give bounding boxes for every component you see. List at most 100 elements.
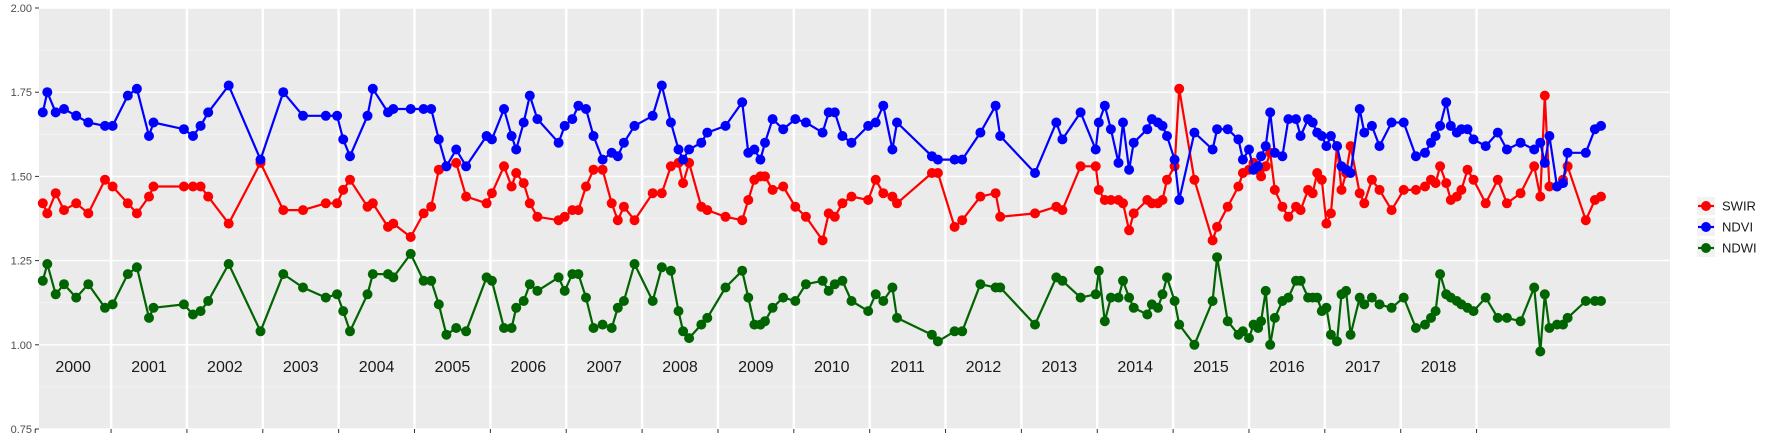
data-point-ndwi — [255, 326, 266, 337]
data-point-swir — [1295, 205, 1306, 216]
data-point-ndvi — [870, 117, 881, 128]
data-point-ndwi — [1596, 296, 1606, 306]
data-point-ndwi — [949, 326, 960, 337]
data-point-ndvi — [749, 144, 760, 155]
data-point-swir — [524, 198, 535, 209]
data-point-swir — [388, 218, 399, 229]
data-point-ndwi — [451, 323, 462, 333]
data-point-ndvi — [367, 83, 378, 94]
data-point-swir — [50, 188, 61, 199]
legend-label-ndvi: NDVI — [1722, 220, 1753, 235]
data-point-ndwi — [278, 269, 289, 280]
data-point-swir — [1256, 171, 1267, 182]
data-point-swir — [1596, 191, 1606, 202]
data-point-swir — [71, 198, 82, 209]
data-point-swir — [837, 198, 848, 209]
data-point-ndvi — [195, 120, 206, 131]
data-point-ndwi — [612, 302, 623, 313]
data-point-swir — [1410, 184, 1421, 195]
data-point-swir — [148, 181, 159, 192]
year-label: 2000 — [55, 359, 91, 376]
data-point-swir — [846, 191, 857, 202]
data-point-ndwi — [1189, 339, 1200, 350]
data-point-ndwi — [1093, 265, 1104, 276]
data-point-ndvi — [1539, 157, 1550, 168]
data-point-swir — [332, 198, 343, 209]
data-point-swir — [338, 184, 349, 195]
data-point-swir — [737, 215, 748, 226]
series-ndvi — [37, 80, 1606, 205]
data-point-ndwi — [1142, 309, 1153, 320]
data-point-ndwi — [606, 323, 617, 333]
data-point-ndvi — [790, 114, 801, 125]
data-point-ndwi — [829, 279, 840, 290]
data-point-ndwi — [511, 302, 522, 313]
data-point-ndwi — [1075, 292, 1086, 303]
data-point-ndwi — [1237, 326, 1248, 337]
data-point-ndvi — [1212, 124, 1223, 135]
data-point-swir — [486, 188, 497, 199]
data-point-ndvi — [1295, 131, 1306, 141]
data-point-ndwi — [837, 275, 848, 286]
data-point-ndvi — [863, 120, 874, 131]
data-point-ndvi — [426, 104, 437, 114]
data-point-ndvi — [829, 107, 840, 118]
data-point-swir — [1093, 184, 1104, 195]
data-point-swir — [178, 181, 189, 192]
data-point-ndvi — [518, 117, 529, 128]
data-point-swir — [995, 211, 1006, 222]
y-tick-label: 1.75 — [11, 87, 32, 99]
data-point-ndvi — [122, 90, 133, 101]
data-point-ndwi — [1535, 346, 1546, 357]
data-point-ndwi — [656, 262, 667, 273]
year-label: 2004 — [359, 359, 395, 376]
data-point-swir — [1118, 198, 1128, 209]
data-point-swir — [1260, 161, 1271, 172]
data-point-ndvi — [1051, 117, 1062, 128]
data-point-swir — [1222, 201, 1233, 212]
data-point-ndvi — [418, 104, 429, 114]
data-point-ndwi — [1222, 316, 1233, 327]
data-point-ndwi — [426, 275, 437, 286]
data-point-ndwi — [790, 296, 801, 306]
data-point-swir — [1090, 161, 1101, 172]
data-point-ndwi — [37, 275, 48, 286]
data-point-ndwi — [1124, 292, 1135, 303]
data-point-ndvi — [559, 120, 570, 131]
data-point-ndwi — [405, 248, 416, 259]
data-point-ndvi — [1562, 147, 1573, 158]
data-point-swir — [1283, 211, 1294, 222]
data-point-ndvi — [388, 104, 399, 114]
data-point-ndwi — [1341, 285, 1352, 296]
legend-label-ndwi: NDWI — [1722, 241, 1757, 256]
data-point-ndvi — [1269, 147, 1280, 158]
data-point-ndvi — [1142, 124, 1153, 135]
data-point-swir — [532, 211, 543, 222]
data-point-swir — [42, 208, 53, 219]
y-tick-label: 2.00 — [11, 3, 32, 15]
data-point-ndvi — [1430, 131, 1441, 141]
data-point-ndvi — [131, 83, 142, 94]
legend-key-point — [1701, 201, 1711, 211]
data-point-swir — [107, 181, 118, 192]
data-point-ndvi — [1169, 154, 1180, 165]
data-point-ndvi — [1075, 107, 1086, 118]
data-point-ndwi — [1480, 292, 1491, 303]
data-point-swir — [790, 201, 801, 212]
data-point-ndvi — [553, 137, 564, 148]
data-point-ndvi — [767, 114, 778, 125]
data-point-swir — [518, 178, 529, 189]
data-point-ndvi — [1366, 120, 1377, 131]
data-point-ndwi — [995, 282, 1006, 293]
data-point-swir — [720, 211, 731, 222]
data-point-ndvi — [957, 154, 968, 165]
data-point-swir — [188, 181, 198, 192]
data-point-ndvi — [702, 127, 713, 138]
data-point-ndvi — [1157, 120, 1168, 131]
grid — [33, 7, 1670, 430]
data-point-ndvi — [1345, 168, 1356, 178]
data-point-swir — [1174, 83, 1185, 94]
data-point-ndvi — [1480, 141, 1491, 152]
data-point-ndwi — [1515, 316, 1526, 327]
data-point-swir — [1374, 184, 1385, 195]
